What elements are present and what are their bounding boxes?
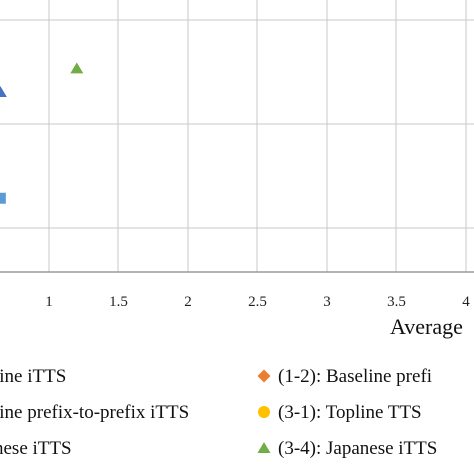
x-tick-labels: 1 1.5 2 2.5 3 3.5 4: [45, 294, 470, 310]
x-tick-label: 1: [45, 294, 53, 310]
legend-entry: nese iTTS: [0, 438, 72, 459]
legend-entry: line prefix-to-prefix iTTS: [0, 402, 189, 423]
legend-entry: (1-2): Baseline prefi: [278, 366, 432, 387]
legend-marker: [257, 442, 271, 453]
legend-marker: [257, 369, 271, 383]
x-axis-label: Average: [390, 314, 463, 339]
x-tick-label: 2: [184, 294, 192, 310]
grid-lines: [0, 0, 474, 273]
x-tick-label: 3: [323, 294, 331, 310]
x-tick-label: 4: [462, 294, 470, 310]
legend-marker: [258, 406, 270, 418]
legend-entry: line iTTS: [0, 366, 66, 387]
data-point: [0, 192, 6, 204]
data-point: [70, 62, 84, 74]
legend-entry: (3-1): Topline TTS: [278, 402, 422, 423]
legend: line iTTS (1-2): Baseline prefi line prefi…: [0, 366, 437, 459]
x-tick-label: 3.5: [387, 294, 406, 310]
data-point: [0, 86, 7, 97]
data-points: [0, 62, 84, 204]
x-tick-label: 2.5: [248, 294, 267, 310]
x-tick-label: 1.5: [109, 294, 128, 310]
legend-entry: (3-4): Japanese iTTS: [278, 438, 437, 459]
